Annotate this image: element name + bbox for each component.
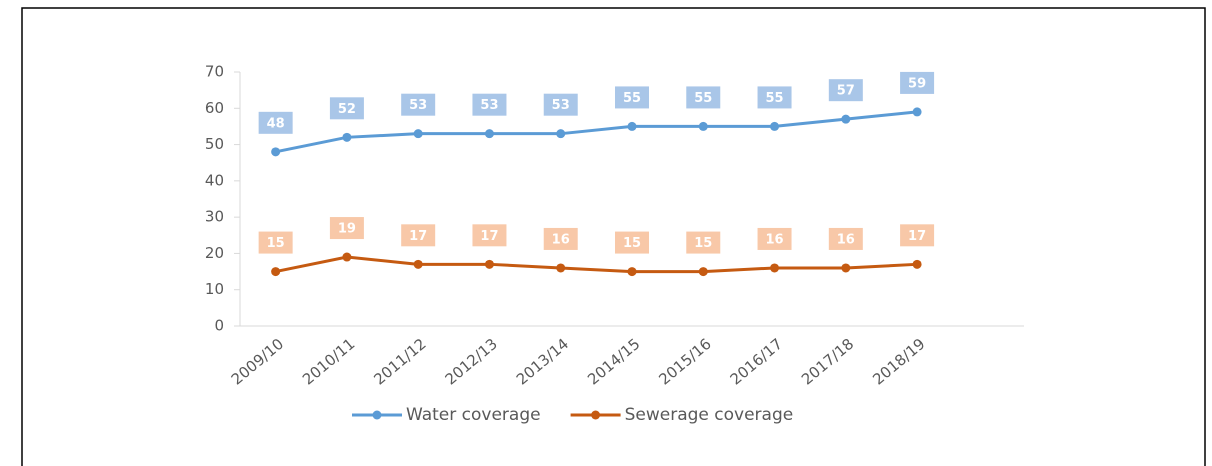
value-label: 17 <box>409 229 427 244</box>
data-point <box>484 259 494 269</box>
value-label-box <box>900 71 935 94</box>
value-label: 53 <box>552 98 570 113</box>
y-tick-label: 70 <box>205 63 224 81</box>
x-tick-label: 2013/14 <box>513 335 572 389</box>
x-tick-label: 2012/13 <box>442 335 501 389</box>
data-point <box>342 132 352 142</box>
y-tick-label: 50 <box>205 135 224 153</box>
y-tick-label: 30 <box>205 208 224 226</box>
value-label-box <box>472 93 507 116</box>
x-tick-label: 2017/18 <box>798 335 857 389</box>
legend-label: Sewerage coverage <box>625 405 794 425</box>
value-label-box <box>615 86 649 109</box>
value-label: 59 <box>908 76 926 91</box>
value-label-box <box>401 93 436 116</box>
value-label-box <box>329 217 364 240</box>
x-tick-label: 2010/11 <box>299 335 358 389</box>
value-label: 55 <box>694 91 712 106</box>
series-line <box>275 255 918 274</box>
data-point <box>912 259 922 269</box>
x-tick-label: 2011/12 <box>370 335 429 389</box>
data-point <box>271 147 281 157</box>
data-point <box>627 267 637 277</box>
data-point <box>627 121 637 131</box>
value-label-box <box>401 224 436 247</box>
data-point <box>413 259 423 269</box>
value-label-box <box>258 231 293 254</box>
y-tick-label: 0 <box>214 317 224 335</box>
data-point <box>342 252 352 262</box>
legend-label: Water coverage <box>406 405 541 425</box>
value-label: 48 <box>267 116 285 131</box>
value-label-box <box>757 86 792 109</box>
value-label-box <box>615 231 649 254</box>
legend-marker <box>591 410 601 420</box>
value-label: 53 <box>409 98 427 113</box>
data-point <box>698 121 708 131</box>
y-tick-label: 60 <box>205 99 224 117</box>
value-label: 55 <box>765 91 783 106</box>
data-point <box>770 263 780 273</box>
value-label: 16 <box>837 232 855 247</box>
data-point <box>770 121 780 131</box>
value-label: 57 <box>837 84 855 99</box>
value-label: 16 <box>552 232 570 247</box>
value-label-box <box>543 93 578 116</box>
x-tick-label: 2014/15 <box>584 335 643 389</box>
legend-marker <box>372 410 382 420</box>
x-tick-label: 2016/17 <box>727 335 786 389</box>
value-label: 17 <box>908 229 926 244</box>
value-label: 15 <box>267 236 285 251</box>
y-tick-label: 40 <box>205 171 224 189</box>
data-point <box>841 263 851 273</box>
data-point <box>698 267 708 277</box>
value-label-box <box>828 227 863 250</box>
value-label-box <box>828 79 863 102</box>
data-point <box>413 129 423 139</box>
value-label-box <box>329 97 364 120</box>
value-label-box <box>686 86 721 109</box>
value-label-box <box>686 231 721 254</box>
x-tick-label: 2009/10 <box>228 335 287 389</box>
data-point <box>484 129 494 139</box>
value-label: 19 <box>338 222 356 237</box>
value-label-box <box>900 224 935 247</box>
value-label: 15 <box>623 236 641 251</box>
frame <box>21 7 1206 466</box>
x-tick-label: 2018/19 <box>869 335 928 389</box>
value-label: 53 <box>480 98 498 113</box>
value-label: 17 <box>480 229 498 244</box>
value-label-box <box>757 227 792 250</box>
data-point <box>912 107 922 117</box>
value-label: 16 <box>765 232 783 247</box>
series-line <box>275 110 918 154</box>
y-tick-label: 20 <box>205 244 224 262</box>
y-tick-label: 10 <box>205 280 224 298</box>
value-label-box <box>472 224 507 247</box>
x-tick-label: 2015/16 <box>655 335 714 389</box>
value-label-box <box>258 111 293 134</box>
value-label: 52 <box>338 102 356 117</box>
value-label-box <box>543 227 578 250</box>
data-point <box>556 263 566 273</box>
data-point <box>271 267 281 277</box>
data-point <box>841 114 851 124</box>
value-label: 15 <box>694 236 712 251</box>
value-label: 55 <box>623 91 641 106</box>
data-point <box>556 129 566 139</box>
